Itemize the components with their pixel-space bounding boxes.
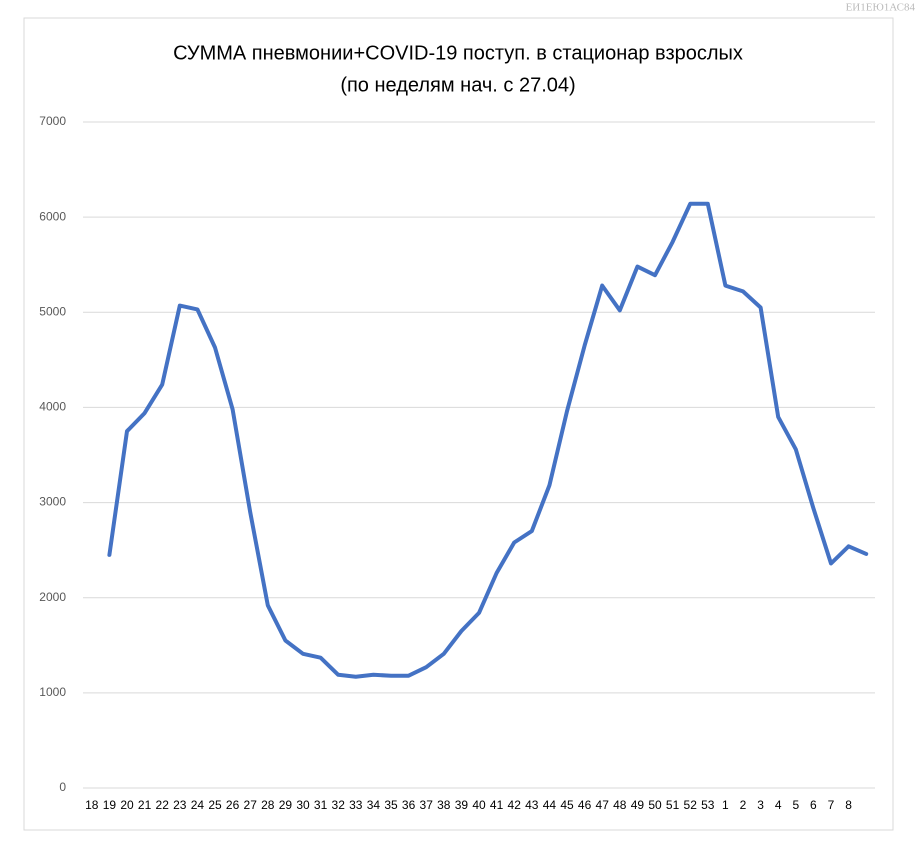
x-tick-label: 21 — [138, 798, 152, 812]
x-tick-label: 18 — [85, 798, 99, 812]
x-tick-label: 24 — [191, 798, 205, 812]
x-tick-label: 42 — [508, 798, 522, 812]
x-tick-label: 52 — [684, 798, 698, 812]
x-tick-label: 19 — [103, 798, 117, 812]
y-tick-label: 3000 — [39, 495, 66, 509]
line — [107, 201, 869, 679]
x-tick-label: 29 — [279, 798, 293, 812]
y-tick-label: 7000 — [39, 114, 66, 128]
x-tick-label: 38 — [437, 798, 451, 812]
x-tick-label: 47 — [596, 798, 610, 812]
x-tick-label: 41 — [490, 798, 504, 812]
y-tick-label: 5000 — [39, 304, 66, 318]
x-tick-label: 51 — [666, 798, 680, 812]
x-tick-label: 6 — [810, 798, 817, 812]
x-tick-label: 43 — [525, 798, 539, 812]
x-tick-label: 27 — [244, 798, 258, 812]
x-tick-label: 25 — [208, 798, 222, 812]
x-tick-label: 46 — [578, 798, 592, 812]
chart-title: (по неделям нач. с 27.04) — [340, 74, 575, 96]
x-tick-label: 30 — [296, 798, 310, 812]
y-tick-label: 2000 — [39, 590, 66, 604]
x-tick-label: 35 — [384, 798, 398, 812]
x-tick-label: 1 — [722, 798, 729, 812]
x-tick-label: 49 — [631, 798, 645, 812]
x-tick-label: 28 — [261, 798, 275, 812]
chart-title: СУММА пневмонии+COVID-19 поступ. в стаци… — [173, 42, 743, 64]
watermark: ЕИ1ЕЮ1АС84 — [846, 2, 916, 14]
y-tick-label: 4000 — [39, 400, 66, 414]
x-tick-label: 5 — [792, 798, 799, 812]
x-tick-label: 31 — [314, 798, 328, 812]
x-tick-label: 45 — [560, 798, 574, 812]
y-tick-label: 0 — [59, 780, 66, 794]
x-tick-label: 20 — [120, 798, 134, 812]
y-tick-label: 1000 — [39, 685, 66, 699]
x-tick-label: 3 — [757, 798, 764, 812]
x-tick-label: 44 — [543, 798, 557, 812]
x-tick-label: 8 — [845, 798, 852, 812]
x-tick-label: 23 — [173, 798, 187, 812]
x-tick-label: 33 — [349, 798, 363, 812]
chart-border — [23, 17, 894, 831]
x-tick-label: 2 — [740, 798, 747, 812]
x-tick-label: 39 — [455, 798, 469, 812]
x-tick-label: 53 — [701, 798, 715, 812]
x-tick-label: 32 — [332, 798, 346, 812]
y-tick-label: 6000 — [39, 209, 66, 223]
x-tick-label: 34 — [367, 798, 381, 812]
x-tick-label: 36 — [402, 798, 416, 812]
x-tick-label: 48 — [613, 798, 627, 812]
x-tick-label: 22 — [156, 798, 170, 812]
x-tick-label: 7 — [828, 798, 835, 812]
x-tick-label: 37 — [420, 798, 434, 812]
x-tick-label: 50 — [648, 798, 662, 812]
x-tick-label: 40 — [472, 798, 486, 812]
x-tick-label: 4 — [775, 798, 782, 812]
x-tick-label: 26 — [226, 798, 240, 812]
